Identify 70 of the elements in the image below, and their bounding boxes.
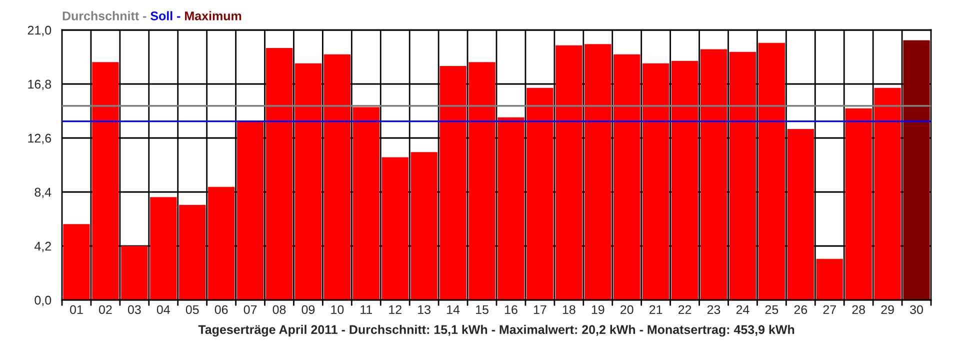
- x-tick-label: 05: [186, 305, 199, 314]
- x-tick-label: 28: [852, 305, 865, 314]
- x-tick-label: 04: [156, 305, 170, 314]
- bar: [179, 204, 206, 300]
- bar: [236, 121, 264, 300]
- bar: [584, 44, 612, 300]
- x-tick-label: 03: [128, 305, 141, 314]
- bar: [556, 45, 582, 300]
- ref-line-label: Soll -: [150, 11, 180, 20]
- x-tick-label: 23: [707, 305, 720, 314]
- bar: [816, 258, 843, 300]
- x-tick-label: 16: [504, 305, 518, 314]
- x-tick-label: 20: [620, 305, 634, 314]
- bar: [440, 66, 466, 300]
- bar: [92, 62, 119, 300]
- y-tick-label: 21,0: [28, 26, 52, 36]
- bar: [729, 52, 756, 300]
- x-tick-label: 25: [765, 305, 778, 314]
- text: Maximum: [185, 11, 242, 20]
- ref-line-label: Durchschnitt -: [62, 11, 146, 20]
- bar: [324, 54, 351, 300]
- x-tick-label: 17: [534, 305, 546, 314]
- bar: [526, 88, 554, 300]
- x-tick-label: 08: [272, 305, 286, 314]
- x-tick-label: 13: [418, 305, 430, 314]
- bar: [614, 54, 640, 300]
- x-axis-title: Tageserträge April 2011 - Durchschnitt: 15,1 kWh - Maximalwert: 20,2 kWh - Monatsertrag: 453,9 kWh: [198, 324, 794, 337]
- y-tick-label: 0,0: [34, 296, 52, 306]
- bar: [845, 108, 872, 300]
- bar: [700, 49, 728, 300]
- x-tick-label: 06: [214, 305, 228, 314]
- x-tick-label: 01: [70, 305, 83, 314]
- bar: [410, 152, 438, 300]
- x-tick-label: 19: [592, 305, 604, 314]
- bar: [671, 60, 698, 300]
- x-tick-label: 26: [794, 305, 808, 314]
- bar: [787, 129, 814, 300]
- x-tick-label: 27: [823, 305, 836, 314]
- bar: [874, 88, 901, 300]
- x-tick-label: 09: [302, 305, 315, 314]
- bar: [121, 246, 148, 300]
- x-tick-label: 11: [360, 305, 372, 314]
- bar: [758, 42, 786, 300]
- bar: [294, 63, 322, 300]
- x-tick-label: 22: [678, 305, 692, 314]
- bar: [903, 40, 930, 300]
- x-tick-label: 07: [244, 305, 257, 314]
- bar: [642, 63, 670, 300]
- x-tick-label: 02: [98, 305, 112, 314]
- y-tick-label: 8,4: [34, 188, 52, 198]
- x-tick-label: 21: [649, 305, 662, 314]
- x-tick-label: 18: [562, 305, 576, 314]
- bar: [266, 48, 293, 300]
- y-tick-label: 16,8: [28, 80, 52, 90]
- bar: [498, 117, 524, 300]
- bar: [382, 157, 408, 300]
- x-tick-label: 15: [476, 305, 488, 314]
- x-tick-label: 12: [389, 305, 402, 314]
- y-tick-label: 4,2: [34, 242, 51, 252]
- bar: [468, 62, 496, 300]
- y-tick-label: 12,6: [28, 134, 52, 144]
- x-tick-label: 24: [736, 305, 750, 314]
- bar: [208, 186, 235, 300]
- x-tick-label: 14: [447, 305, 460, 314]
- x-tick-label: 29: [881, 305, 894, 314]
- x-tick-label: 30: [910, 305, 923, 314]
- bar: [352, 107, 380, 300]
- bar: [150, 197, 177, 300]
- bar: [63, 224, 90, 300]
- x-tick-label: 10: [331, 305, 344, 314]
